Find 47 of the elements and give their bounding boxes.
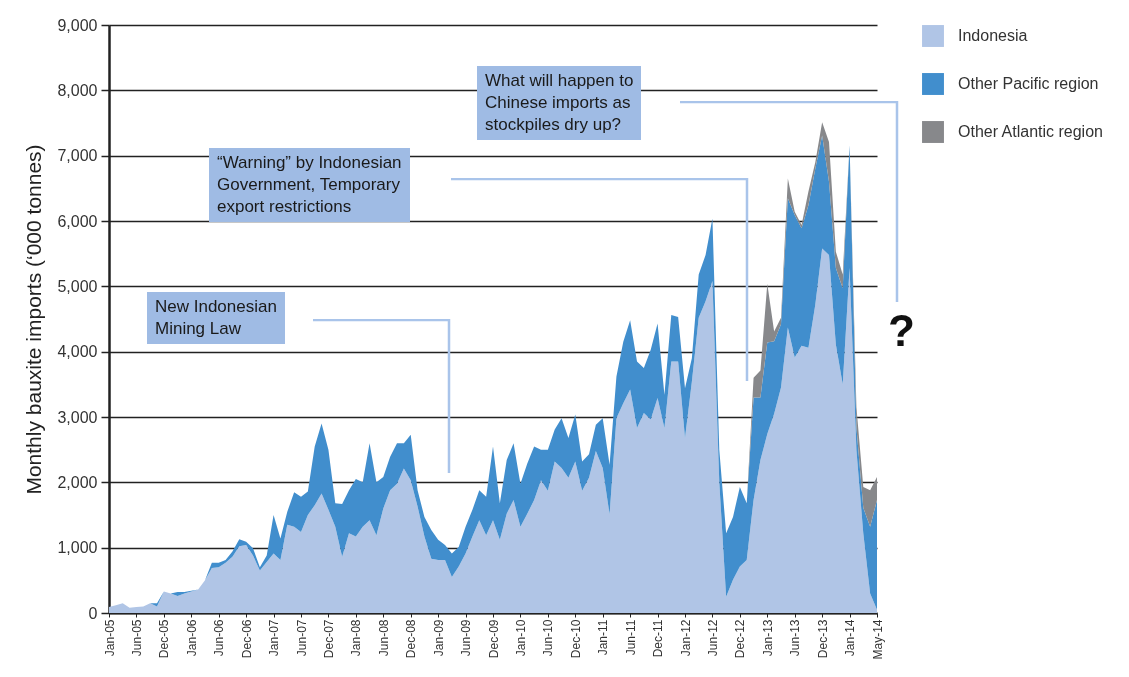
y-tick-label: 4,000: [57, 343, 98, 361]
y-tick-label: 2,000: [57, 473, 98, 491]
y-axis-title: Monthly bauxite imports (‘000 tonnes): [22, 144, 46, 495]
x-tick-label: May-14: [870, 619, 885, 660]
x-tick-label: Dec-13: [815, 619, 830, 659]
x-tick-label: Dec-05: [157, 619, 172, 659]
x-tick-label: Dec-08: [404, 619, 419, 659]
y-tick-label: 1,000: [57, 539, 98, 557]
x-tick-label: Jun-10: [541, 619, 556, 657]
y-tick-label: 0: [88, 604, 98, 622]
annotation: What will happen to Chinese imports as stockpiles dry up?: [477, 66, 642, 140]
x-tick-label: Jan-11: [596, 619, 611, 656]
x-tick-label: Dec-10: [568, 619, 583, 659]
y-tick-label: 3,000: [57, 408, 98, 426]
x-tick-label: Jun-09: [459, 619, 474, 657]
x-tick-label: Jun-08: [376, 619, 391, 657]
x-tick-label: Dec-09: [486, 619, 501, 659]
annotation: “Warning” by Indonesian Government, Temporary export restrictions: [209, 148, 410, 222]
x-tick-label: Jan-06: [184, 619, 199, 657]
x-tick-label: Jun-12: [705, 619, 720, 657]
text: ?: [888, 306, 915, 356]
legend-label: Indonesia: [958, 27, 1028, 44]
y-tick-label: 7,000: [57, 147, 98, 165]
legend-label: Other Atlantic region: [958, 123, 1103, 140]
y-tick-label: 6,000: [57, 212, 98, 230]
x-tick-label: Jun-11: [623, 619, 638, 656]
x-tick-label: Jun-06: [212, 619, 227, 657]
x-tick-label: Jun-13: [788, 619, 803, 657]
x-tick-label: Jan-09: [431, 619, 446, 657]
x-tick-label: Jan-07: [267, 619, 282, 657]
y-tick-label: 9,000: [57, 16, 98, 34]
x-tick-label: Jun-05: [129, 619, 144, 657]
legend-label: Other Pacific region: [958, 75, 1099, 92]
x-tick-label: Dec-11: [651, 619, 666, 658]
x-tick-label: Jan-08: [349, 619, 364, 657]
x-tick-label: Dec-07: [321, 619, 336, 659]
y-tick-label: 5,000: [57, 277, 98, 295]
x-tick-label: Jan-10: [513, 619, 528, 657]
annotation: New Indonesian Mining Law: [147, 292, 285, 344]
y-tick-label: 8,000: [57, 81, 98, 99]
x-tick-label: Jan-12: [678, 619, 693, 657]
x-tick-label: Jun-07: [294, 619, 309, 657]
x-tick-label: Jan-13: [760, 619, 775, 657]
x-tick-label: Dec-06: [239, 619, 254, 659]
x-tick-label: Dec-12: [733, 619, 748, 659]
x-tick-label: Jan-14: [843, 619, 858, 657]
x-tick-label: Jan-05: [102, 619, 117, 657]
